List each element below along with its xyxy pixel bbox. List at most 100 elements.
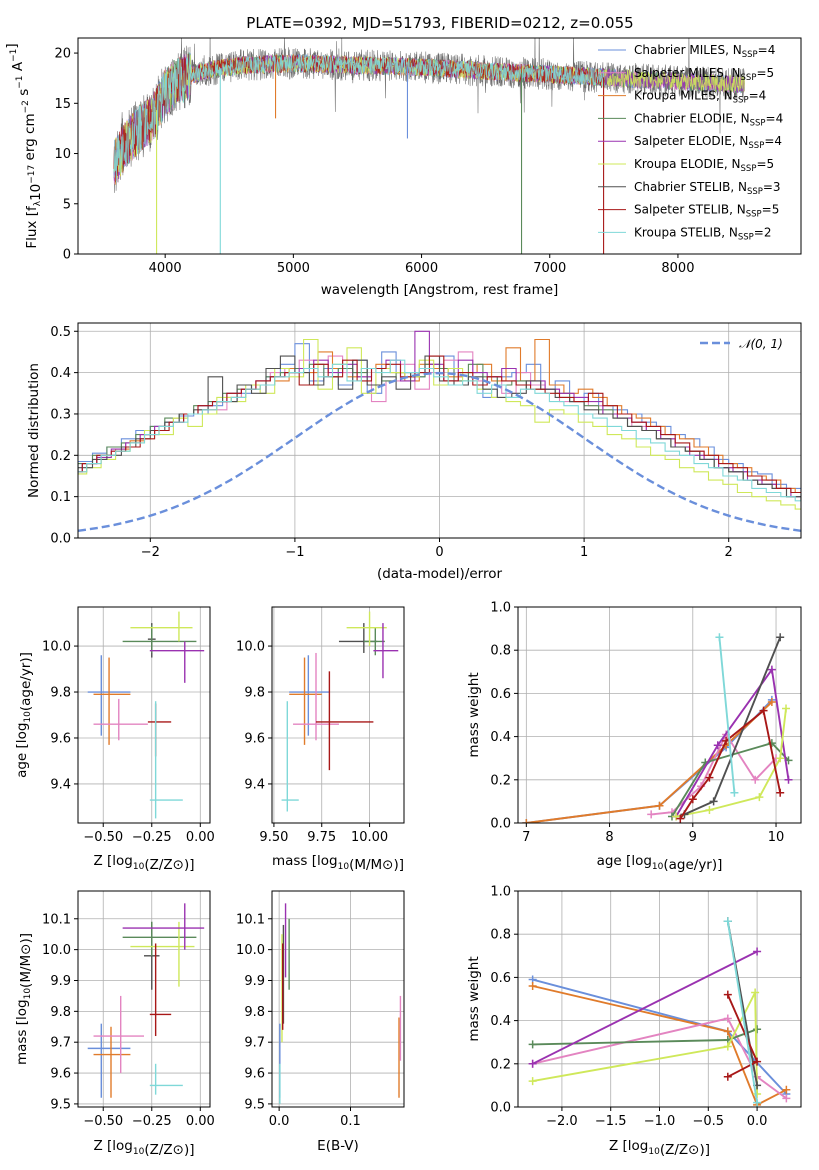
- legend-label: Salpeter STELIB, NSSP=5: [634, 203, 779, 220]
- mass-weight-marker: [709, 797, 718, 806]
- y-tick-label: 10: [54, 147, 71, 162]
- legend-label: 𝒩(0, 1): [739, 337, 783, 351]
- axes-frame: [77, 606, 211, 824]
- mass-weight-marker: [522, 819, 531, 823]
- x-tick-label: 0.0: [269, 1114, 290, 1129]
- x-tick-label: 9.75: [307, 830, 336, 845]
- mass-weight-marker: [782, 704, 791, 713]
- axes-frame: [271, 606, 405, 824]
- y-tick-label: 0.4: [490, 1014, 511, 1029]
- y-tick-label: 0.0: [50, 532, 71, 547]
- mass-weight-marker: [676, 814, 685, 823]
- x-axis-label: E(B-V): [317, 1138, 359, 1154]
- spectrum-legend: Chabrier MILES, NSSP=4 Salpeter MILES, NS…: [598, 43, 783, 242]
- mass-vs-Z-axes: −0.50 −0.25 0.00 9.5 9.6 9.7 9.8 9.9 10.0 10.1 Z […: [14, 890, 215, 1158]
- x-tick-label: −2.0: [546, 1114, 578, 1129]
- mass-weight-vs-age-marks: [522, 633, 793, 823]
- mass-weight-marker: [655, 801, 664, 810]
- mass-weight-marker: [715, 633, 724, 642]
- y-tick-label: 0.4: [490, 730, 511, 745]
- x-tick-label: −0.25: [132, 830, 172, 845]
- x-tick-label: −0.5: [693, 1114, 725, 1129]
- mass-weight-marker: [767, 665, 776, 674]
- mass-weight-vs-age-panel: [518, 606, 801, 824]
- spectrum-panel: [113, 38, 745, 254]
- mass-weight-marker: [705, 773, 714, 782]
- y-tick-label: 9.8: [244, 686, 265, 701]
- y-axis-label: age [log10(age/yr)]: [14, 652, 34, 778]
- mass-weight-marker: [767, 698, 776, 707]
- y-tick-label: 0.6: [490, 687, 511, 702]
- mass-weight-line: [718, 637, 736, 793]
- y-tick-label: 9.6: [244, 1067, 265, 1082]
- y-tick-label: 9.5: [50, 1097, 71, 1112]
- residuals-marks: [78, 330, 801, 532]
- legend-label: Chabrier ELODIE, NSSP=4: [634, 111, 783, 128]
- x-tick-label: 0.1: [340, 1114, 361, 1129]
- x-axis-label: mass [log10(M/M⊙)]: [272, 853, 404, 873]
- y-tick-label: 10.0: [42, 640, 71, 655]
- x-tick-label: −1.0: [644, 1114, 676, 1129]
- y-tick-label: 10.0: [42, 943, 71, 958]
- mass-weight-marker: [759, 706, 768, 715]
- y-tick-label: 0.2: [50, 449, 71, 464]
- y-tick-label: 0.2: [490, 1057, 511, 1072]
- residuals-panel: [78, 323, 801, 539]
- y-axis-label: mass [log10(M/M⊙)]: [14, 933, 34, 1065]
- x-tick-label: 10.00: [351, 830, 388, 845]
- spectrum-line: [113, 38, 745, 193]
- mass-weight-line: [675, 667, 790, 817]
- legend-label: Salpeter ELODIE, NSSP=4: [634, 134, 782, 151]
- x-tick-label: 0.00: [186, 1114, 215, 1129]
- y-tick-label: 10.0: [236, 640, 265, 655]
- x-tick-label: 7000: [533, 261, 566, 276]
- y-tick-label: 9.6: [50, 731, 71, 746]
- mass-vs-ebv-panel: [272, 891, 404, 1107]
- mass-weight-line: [532, 1017, 787, 1100]
- y-axis-label: Normed distribution: [26, 363, 42, 498]
- x-axis-label: wavelength [Angstrom, rest frame]: [321, 282, 559, 298]
- y-tick-label: 0.4: [50, 366, 71, 381]
- x-tick-label: 8000: [661, 261, 694, 276]
- y-tick-label: 10.1: [42, 912, 71, 927]
- mass-weight-marker: [528, 1040, 537, 1049]
- mass-weight-marker: [782, 1085, 791, 1094]
- y-tick-label: 10.0: [236, 943, 265, 958]
- age-vs-mass-panel: [272, 607, 404, 823]
- axes-frame: [271, 890, 405, 1108]
- y-tick-label: 5: [63, 197, 71, 212]
- x-tick-label: 1: [580, 545, 588, 560]
- axes-frame: [77, 37, 802, 255]
- y-tick-label: 0.5: [50, 325, 71, 340]
- x-tick-label: 0.00: [186, 830, 215, 845]
- mass-vs-Z-marks: [87, 903, 205, 1098]
- y-tick-label: 9.6: [244, 731, 265, 746]
- spectrum-marks: [113, 38, 745, 254]
- age-vs-Z-axes: −0.50 −0.25 0.00 9.4 9.6 9.8 10.0 Z [log10(Z/Z⊙…: [14, 606, 215, 873]
- y-tick-label: 9.5: [244, 1097, 265, 1112]
- mass-weight-marker: [528, 1059, 537, 1068]
- x-tick-label: −1.5: [595, 1114, 627, 1129]
- x-tick-label: 5000: [277, 261, 310, 276]
- gaussian-curve: [78, 371, 801, 532]
- age-vs-Z-marks: [87, 611, 205, 819]
- residual-histogram: [78, 355, 801, 502]
- mass-weight-marker: [723, 1027, 732, 1036]
- legend-label: Kroupa ELODIE, NSSP=5: [634, 157, 774, 174]
- y-tick-label: 9.7: [50, 1036, 71, 1051]
- y-tick-label: 0.2: [490, 773, 511, 788]
- mass-vs-ebv-axes: 0.0 0.1 9.5 9.6 9.7 9.8 9.9 10.0 10.1 E(B-V): [236, 890, 405, 1154]
- y-tick-label: 1.0: [490, 601, 511, 616]
- y-tick-label: 1.0: [490, 885, 511, 900]
- y-tick-label: 9.8: [50, 686, 71, 701]
- y-tick-label: 0.8: [490, 928, 511, 943]
- x-tick-label: 0.0: [747, 1114, 768, 1129]
- x-axis-label: Z [log10(Z/Z⊙)]: [609, 1138, 710, 1158]
- x-tick-label: 9.50: [259, 830, 288, 845]
- mass-weight-marker: [723, 1072, 732, 1081]
- mass-weight-marker: [753, 947, 762, 956]
- mass-weight-marker: [784, 775, 793, 784]
- mass-weight-marker: [776, 633, 785, 642]
- y-tick-label: 0.6: [490, 971, 511, 986]
- y-tick-label: 9.4: [50, 777, 71, 792]
